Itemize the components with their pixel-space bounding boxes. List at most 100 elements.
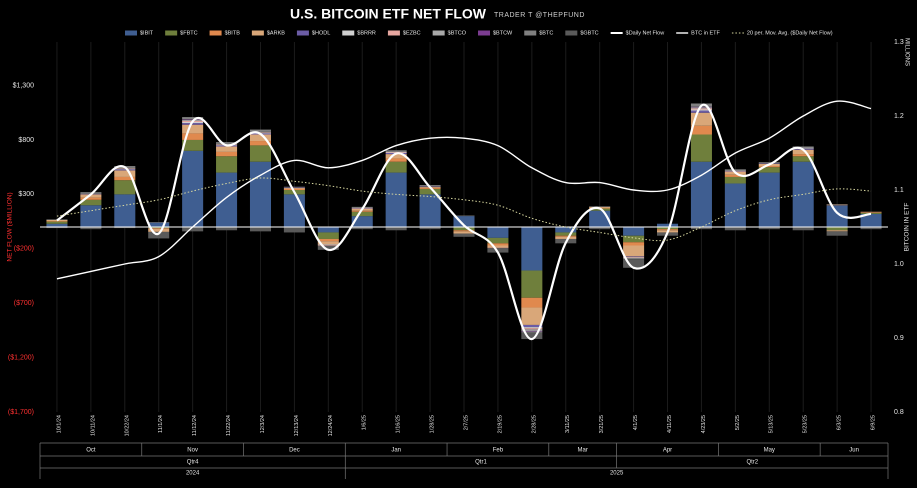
month-label: Oct bbox=[86, 448, 96, 454]
legend-label: $GBTC bbox=[580, 30, 598, 36]
bar-segment bbox=[80, 199, 102, 206]
bar-segment bbox=[182, 227, 204, 232]
x-tick-label: 1/16/25 bbox=[396, 415, 402, 433]
y2-tick-label: 0.8 bbox=[894, 409, 904, 416]
bar-segment bbox=[80, 194, 102, 198]
bar-segment bbox=[182, 150, 204, 227]
bar-segment bbox=[623, 256, 645, 257]
bar-segment bbox=[148, 222, 170, 223]
x-tick-label: 12/3/24 bbox=[260, 415, 266, 433]
bar-segment bbox=[216, 142, 238, 144]
bar-segment bbox=[283, 186, 305, 188]
bar-segment bbox=[249, 145, 271, 162]
bar-segment bbox=[487, 237, 509, 244]
bar-segment bbox=[826, 204, 848, 206]
bar-segment bbox=[521, 332, 543, 340]
bar-segment bbox=[623, 227, 645, 236]
bar-segment bbox=[487, 247, 509, 249]
y-tick-label: $300 bbox=[18, 191, 34, 198]
bar-segment bbox=[351, 210, 373, 212]
bar-segment bbox=[724, 183, 746, 227]
bar-segment bbox=[453, 233, 475, 237]
bar-segment bbox=[114, 227, 136, 229]
year-label: 2025 bbox=[610, 471, 624, 477]
bar-segment bbox=[826, 205, 848, 227]
bar-segment bbox=[623, 256, 645, 258]
bar-segment bbox=[351, 227, 373, 230]
chart-subtitle: TRADER T @THEPFUND bbox=[494, 12, 585, 19]
bar-segment bbox=[283, 227, 305, 233]
month-label: Mar bbox=[578, 448, 588, 454]
legend-label: $BTCO bbox=[448, 30, 467, 36]
bar-segment bbox=[351, 216, 373, 227]
bar-segment bbox=[249, 141, 271, 146]
bar-segment bbox=[623, 242, 645, 246]
y-tick-label: ($1,200) bbox=[8, 354, 34, 361]
year-label: 2024 bbox=[186, 471, 200, 477]
legend-label: BTC in ETF bbox=[691, 30, 720, 36]
x-tick-label: 2/28/25 bbox=[531, 415, 537, 433]
bar-segment bbox=[555, 236, 577, 239]
y-axis-label: NET FLOW ($MILLION) bbox=[7, 192, 14, 261]
bar-segment bbox=[419, 227, 441, 230]
y2-axis-label: BITCOIN IN ETF bbox=[904, 203, 911, 252]
x-tick-label: 1/6/25 bbox=[362, 415, 368, 430]
bar-segment bbox=[453, 230, 475, 232]
bar-segment bbox=[114, 168, 136, 170]
bar-segment bbox=[792, 146, 814, 148]
bar-segment bbox=[555, 227, 577, 233]
x-tick-label: 12/24/24 bbox=[328, 415, 334, 436]
bar-segment bbox=[249, 134, 271, 142]
bar-segment bbox=[826, 227, 848, 231]
legend-label: $BTCW bbox=[493, 30, 513, 36]
quarter-label: Qtr2 bbox=[746, 460, 758, 466]
bar-segment bbox=[148, 231, 170, 239]
y2-tick-label: 1.0 bbox=[894, 261, 904, 268]
bar-segment bbox=[317, 232, 339, 239]
bar-segment bbox=[521, 329, 543, 331]
y2-tick-label: 1.1 bbox=[894, 187, 904, 194]
x-tick-label: 10/11/24 bbox=[90, 415, 96, 436]
bar-segment bbox=[826, 204, 848, 205]
bar-segment bbox=[317, 244, 339, 246]
bar-segment bbox=[114, 176, 136, 181]
bar-segment bbox=[589, 227, 611, 230]
month-label: Jun bbox=[849, 448, 859, 454]
bar-segment bbox=[317, 245, 339, 250]
legend-swatch bbox=[125, 30, 137, 36]
bar-segment bbox=[453, 231, 475, 234]
bar-segment bbox=[216, 146, 238, 152]
x-tick-label: 12/13/24 bbox=[294, 415, 300, 436]
bar-segment bbox=[385, 158, 407, 162]
bar-segment bbox=[317, 241, 339, 245]
x-tick-label: 10/22/24 bbox=[124, 415, 130, 436]
legend-label: $BRRR bbox=[357, 30, 376, 36]
bar-segment bbox=[792, 149, 814, 155]
bar-segment bbox=[487, 227, 509, 238]
bar-segment bbox=[657, 223, 679, 227]
legend-swatch bbox=[478, 30, 490, 36]
bar-segment bbox=[487, 248, 509, 253]
bar-segment bbox=[521, 330, 543, 332]
bar-segment bbox=[724, 170, 746, 171]
legend-label: $FBTC bbox=[180, 30, 197, 36]
x-tick-label: 4/23/25 bbox=[701, 415, 707, 433]
bar-segment bbox=[249, 129, 271, 132]
series-line bbox=[56, 103, 872, 341]
bar-segment bbox=[724, 176, 746, 184]
bar-segment bbox=[792, 148, 814, 149]
bar-segment bbox=[453, 227, 475, 231]
quarter-label: Qtr4 bbox=[187, 460, 199, 466]
x-tick-label: 1/28/25 bbox=[430, 415, 436, 433]
x-tick-label: 5/13/25 bbox=[769, 415, 775, 433]
x-tick-label: 2/7/25 bbox=[463, 415, 469, 430]
bar-segment bbox=[216, 143, 238, 145]
bar-segment bbox=[114, 180, 136, 195]
bar-segment bbox=[317, 227, 339, 233]
legend-swatch bbox=[387, 30, 400, 36]
bar-segment bbox=[487, 243, 509, 246]
y2-tick-label: 1.3 bbox=[894, 39, 904, 46]
bar-segment bbox=[521, 270, 543, 298]
bar-segment bbox=[792, 156, 814, 162]
x-tick-label: 5/23/25 bbox=[803, 415, 809, 433]
